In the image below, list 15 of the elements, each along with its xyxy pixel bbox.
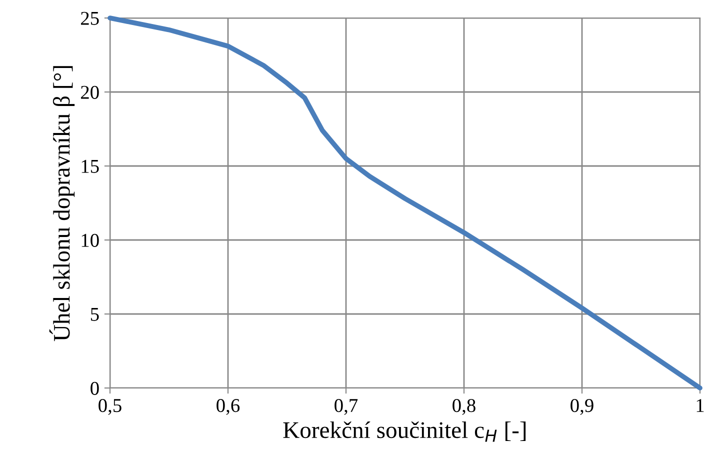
y-tick-label: 5 bbox=[90, 308, 99, 321]
x-tick-label: 0,5 bbox=[98, 398, 122, 415]
y-axis-title: Úhel sklonu dopravníku β [°] bbox=[49, 66, 75, 342]
y-tick-label: 25 bbox=[80, 12, 99, 25]
x-axis-title: Korekční součinitel c$_{H}$ [-] bbox=[283, 421, 526, 442]
y-tick-label: 20 bbox=[80, 86, 99, 99]
y-tick-label: 15 bbox=[82, 160, 99, 173]
x-tick-label: 0,7 bbox=[334, 398, 358, 415]
y-tick-label: 10 bbox=[82, 234, 99, 247]
line-series bbox=[108, 16, 702, 390]
y-tick-label: 0 bbox=[90, 382, 99, 395]
x-tick-label: 1 bbox=[696, 399, 704, 412]
x-tick-label: 0,9 bbox=[570, 398, 594, 415]
x-tick-label: 0,6 bbox=[216, 398, 240, 415]
x-tick-label: 0,8 bbox=[452, 398, 476, 415]
